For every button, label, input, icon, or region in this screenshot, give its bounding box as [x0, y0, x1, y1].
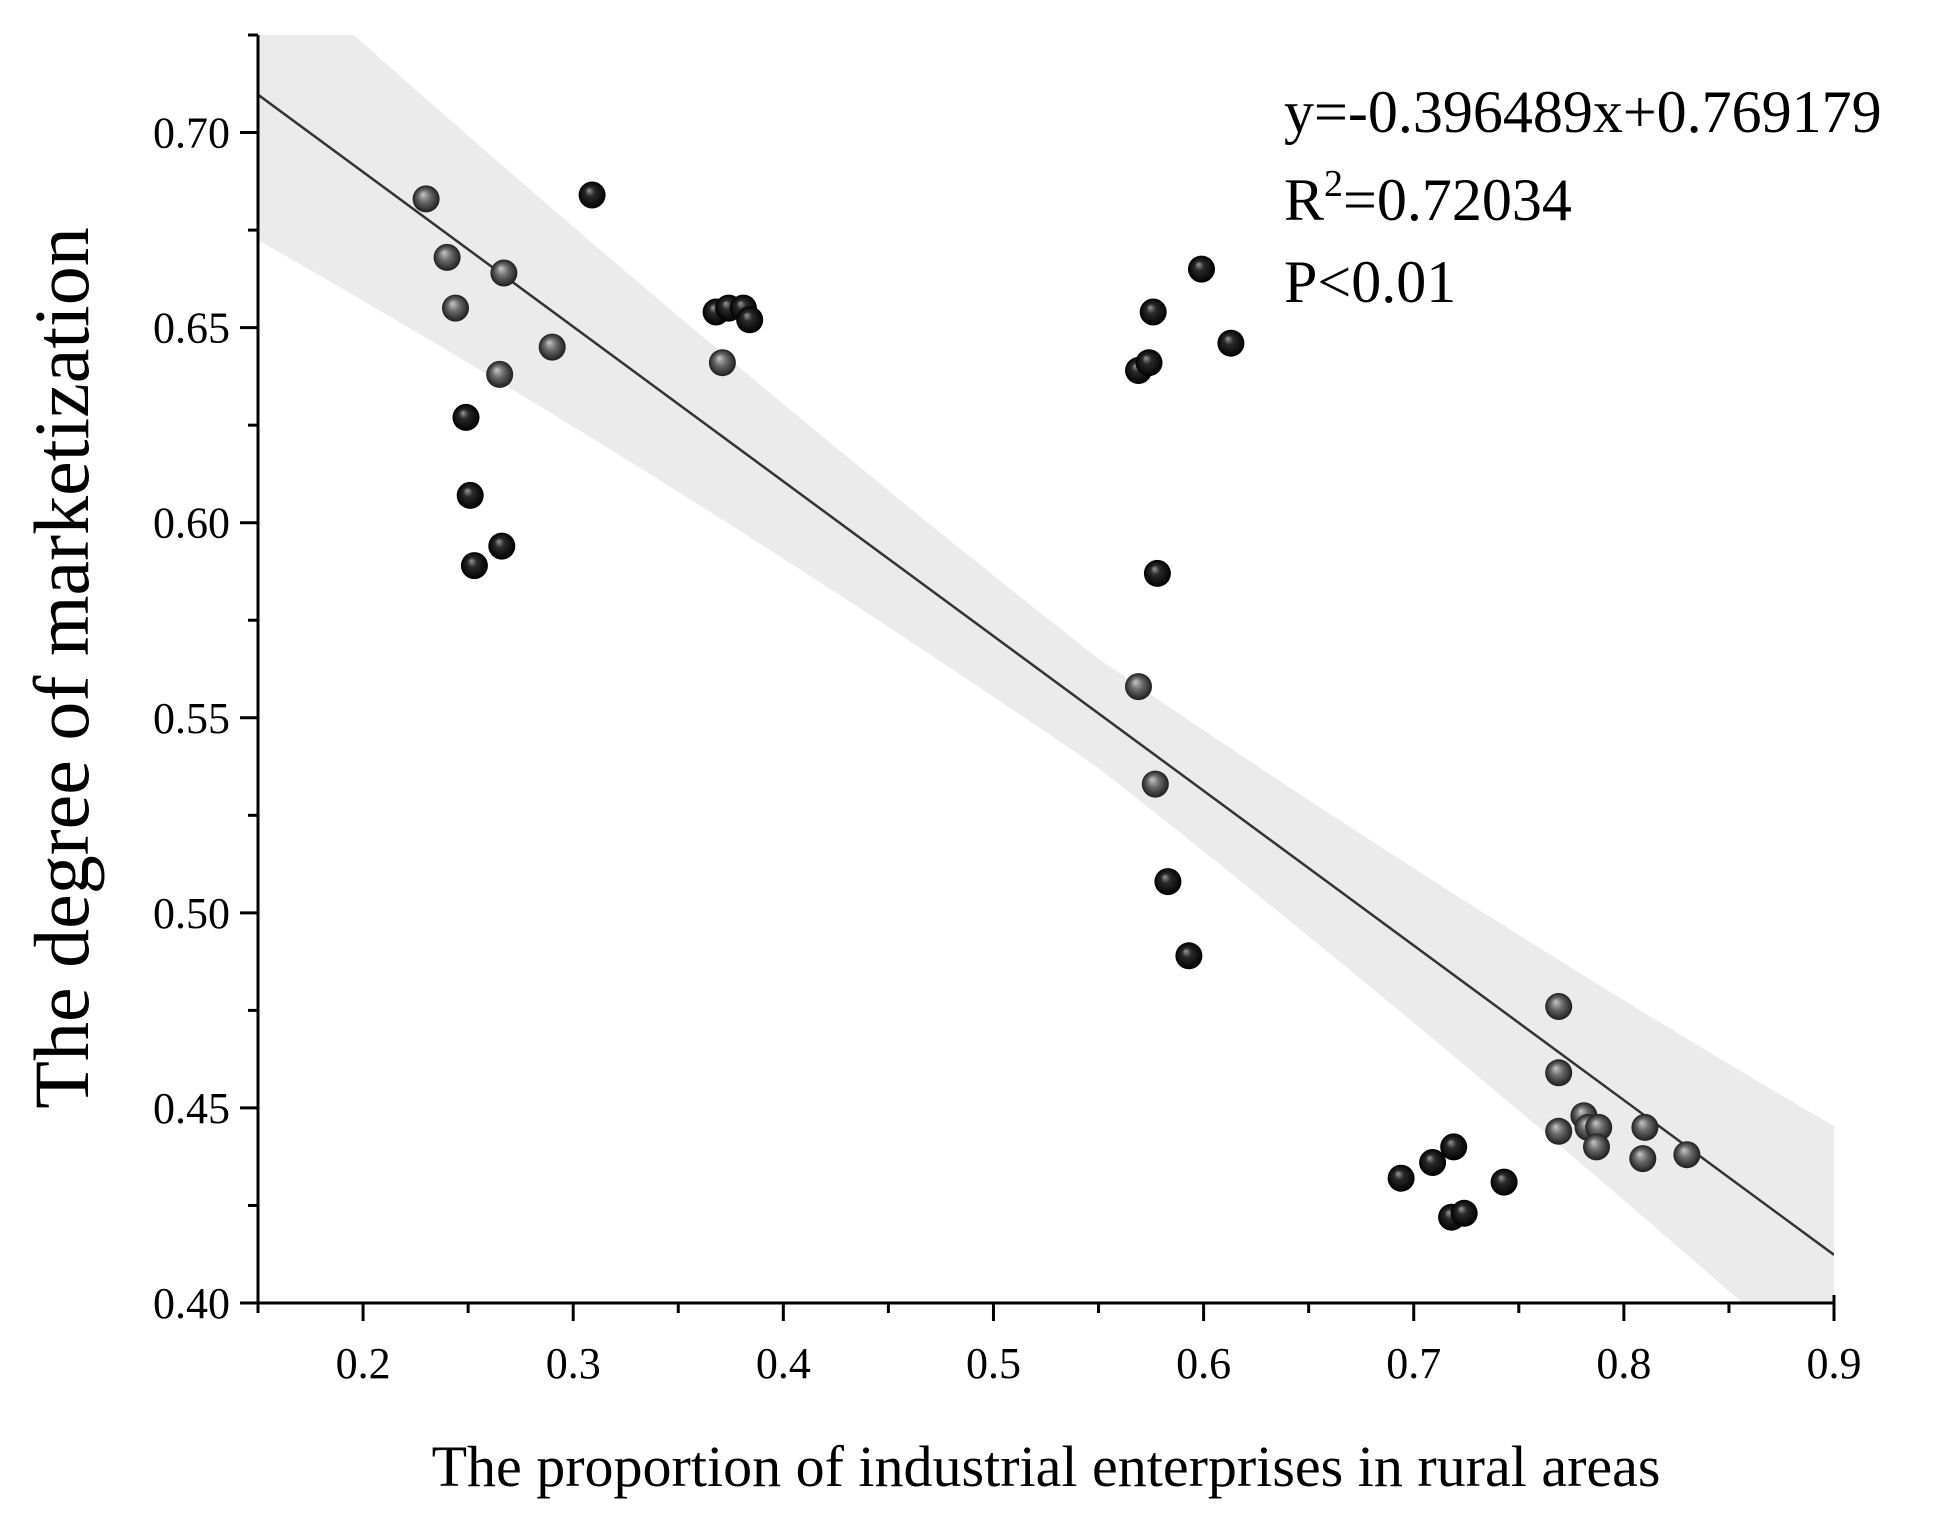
data-point-gray [1631, 1113, 1659, 1141]
r-squared: R2=0.72034 [1284, 163, 1572, 233]
x-tick-label: 0.9 [1807, 1339, 1862, 1388]
data-point-dark [1217, 329, 1245, 357]
data-point-dark [456, 481, 484, 509]
regression-line [258, 93, 1834, 1256]
data-point-dark [1154, 868, 1182, 896]
y-tick-label: 0.65 [153, 304, 230, 353]
data-point-dark [488, 532, 516, 560]
data-points-layer [412, 181, 1701, 1231]
p-value: P<0.01 [1284, 249, 1456, 315]
x-tick-label: 0.4 [756, 1339, 811, 1388]
r-squared-value: =0.72034 [1343, 167, 1572, 233]
data-point-gray [538, 333, 566, 361]
data-point-gray [490, 259, 518, 287]
data-point-gray [1583, 1133, 1610, 1161]
data-point-dark [736, 306, 764, 334]
x-tick-label: 0.2 [336, 1339, 391, 1388]
data-point-gray [1545, 1117, 1573, 1145]
x-tick-label: 0.7 [1386, 1339, 1441, 1388]
data-point-gray [1141, 770, 1169, 798]
x-tick-label: 0.5 [966, 1339, 1021, 1388]
data-point-gray [1673, 1141, 1701, 1169]
y-tick-label: 0.50 [153, 889, 230, 938]
data-point-gray [1545, 1059, 1573, 1087]
data-point-dark [1387, 1164, 1415, 1192]
data-point-gray [1585, 1113, 1613, 1141]
x-axis-title: The proportion of industrial enterprises… [432, 1434, 1661, 1499]
data-point-dark [1135, 349, 1163, 377]
data-point-dark [452, 403, 480, 431]
y-tick-label: 0.45 [153, 1084, 230, 1133]
r-squared-prefix: R [1284, 167, 1324, 233]
x-ticks-layer: 0.2 0.3 0.4 0.5 0.6 0.7 0.8 0.9 [256, 1303, 1862, 1388]
data-point-gray [1629, 1145, 1657, 1173]
data-point-dark [1188, 255, 1215, 283]
data-point-gray [486, 360, 514, 388]
y-axis-title: The degree of marketization [18, 227, 105, 1108]
data-point-gray [442, 294, 469, 322]
data-point-dark [578, 181, 606, 209]
data-point-dark [1139, 298, 1167, 326]
y-tick-label: 0.60 [153, 499, 230, 548]
fit-line-layer [258, 93, 1834, 1256]
data-point-dark [1450, 1199, 1478, 1227]
data-point-dark [1143, 559, 1171, 587]
data-point-gray [412, 185, 440, 213]
data-point-dark [460, 552, 488, 580]
y-ticks-layer: 0.40 0.45 0.50 0.55 0.60 0.65 0.70 [153, 33, 258, 1328]
x-tick-label: 0.3 [546, 1339, 601, 1388]
data-point-gray [1545, 993, 1573, 1020]
confidence-band-layer [258, 35, 1834, 1303]
data-point-dark [1419, 1149, 1447, 1176]
data-point-gray [433, 243, 461, 271]
data-point-gray [1125, 673, 1152, 701]
y-tick-label: 0.70 [153, 109, 230, 158]
data-point-gray [708, 349, 736, 377]
x-tick-label: 0.6 [1176, 1339, 1231, 1388]
y-tick-label: 0.40 [153, 1279, 230, 1328]
confidence-band [258, 35, 1834, 1303]
x-tick-label: 0.8 [1596, 1339, 1651, 1388]
fit-equation: y=-0.396489x+0.769179 [1284, 79, 1882, 145]
data-point-dark [1175, 942, 1203, 970]
y-tick-label: 0.55 [153, 694, 230, 743]
data-point-dark [1440, 1133, 1468, 1161]
data-point-dark [1490, 1168, 1518, 1196]
r-squared-superscript: 2 [1324, 163, 1343, 205]
axes-layer [256, 35, 1836, 1305]
